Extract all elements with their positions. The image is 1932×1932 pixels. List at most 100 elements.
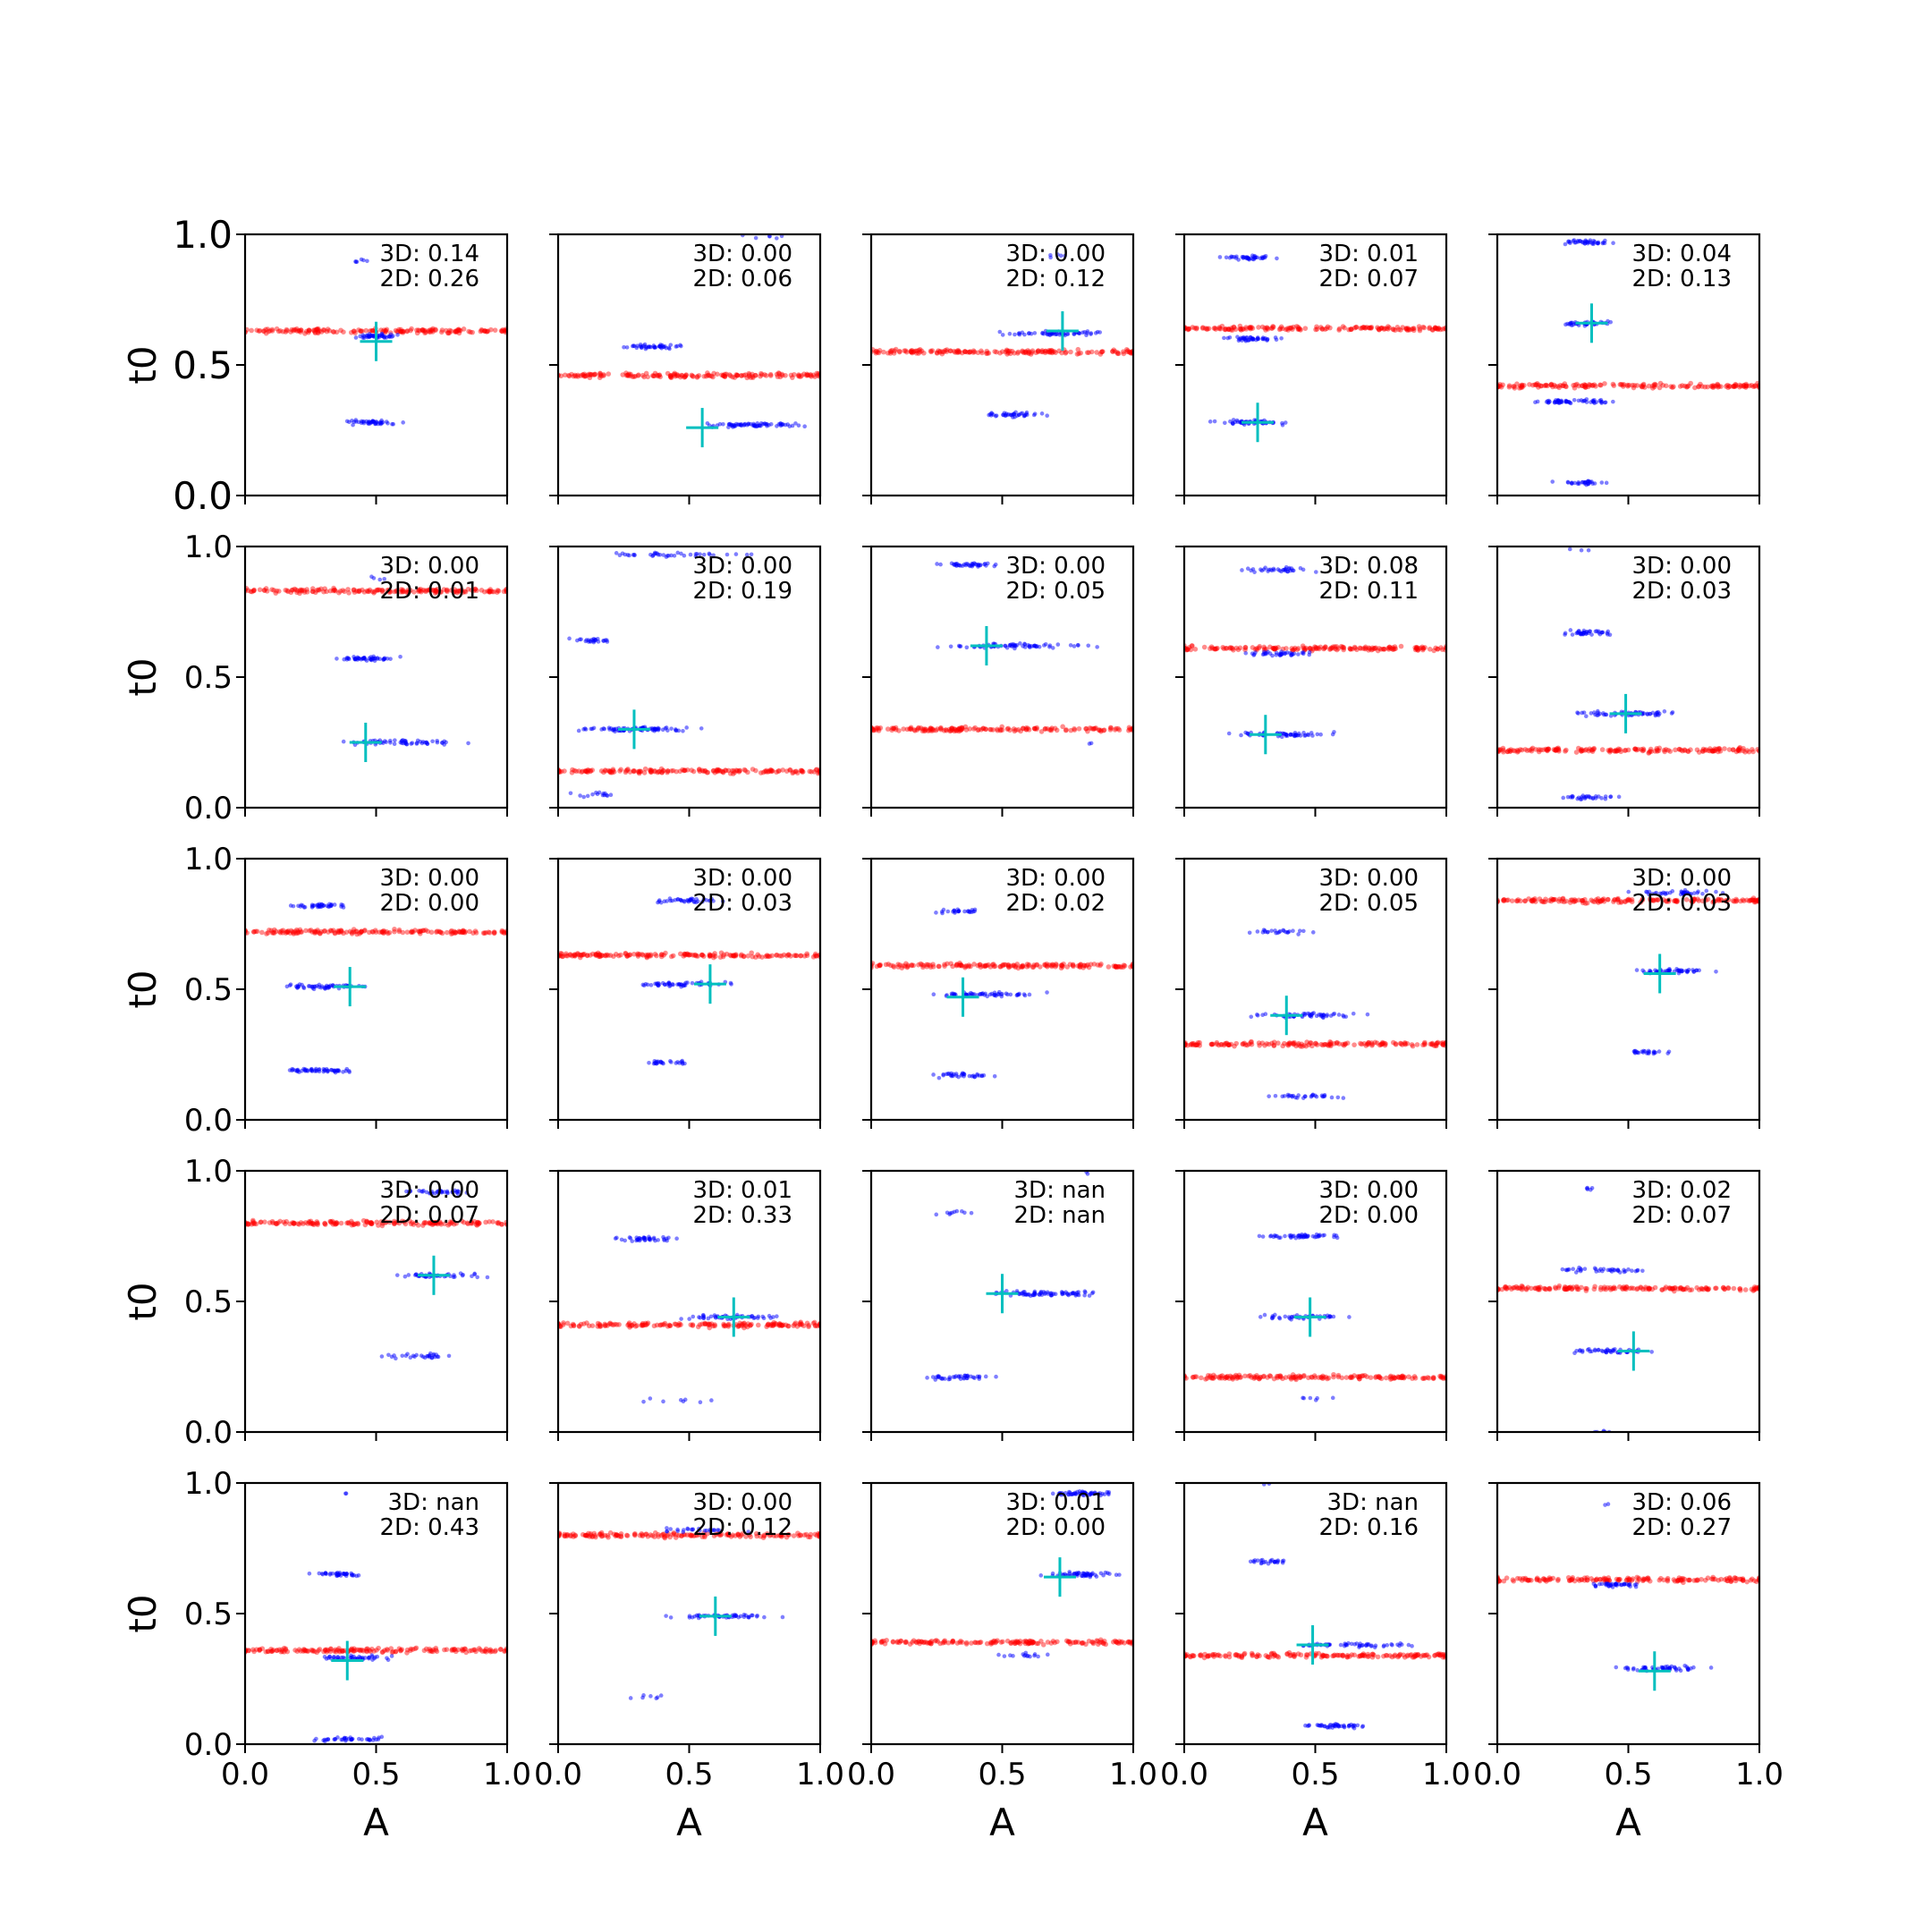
band-point [1597, 382, 1603, 388]
walker-point [342, 657, 347, 662]
walker-point [1283, 420, 1288, 425]
band-point [251, 1220, 257, 1225]
band-point [1026, 962, 1032, 968]
band-point [1287, 1040, 1292, 1046]
annotation-2d: 2D: 0.12 [1006, 266, 1106, 292]
band-point [753, 954, 758, 960]
band-point [348, 329, 354, 335]
walker-point [1597, 794, 1601, 799]
band-point [701, 373, 708, 379]
band-point [565, 372, 572, 378]
band-point [627, 373, 633, 378]
band-point [1591, 745, 1597, 751]
band-point [1657, 745, 1663, 751]
band-point [295, 928, 301, 934]
band-point [1531, 897, 1538, 903]
band-point [814, 953, 819, 959]
band-point [357, 588, 362, 594]
walker-point [351, 422, 355, 428]
band-point [951, 348, 957, 354]
band-point [266, 328, 272, 335]
walker-point [667, 346, 672, 352]
walker-point [1589, 711, 1594, 716]
band-point [1618, 381, 1624, 387]
band-point [959, 724, 964, 731]
band-point [1682, 748, 1688, 753]
y-tick-label: 0.0 [173, 474, 233, 518]
band-point [1314, 646, 1319, 652]
band-point [1248, 1039, 1254, 1046]
band-point [1381, 646, 1386, 652]
band-point [1691, 896, 1698, 902]
band-point [1661, 747, 1667, 753]
band-point [1254, 646, 1259, 651]
band-point [1125, 348, 1131, 353]
band-point [1715, 385, 1721, 390]
band-point [1307, 645, 1313, 651]
band-point [1360, 325, 1367, 330]
band-point [979, 348, 984, 354]
band-point [626, 953, 632, 958]
band-point [1560, 383, 1566, 389]
band-point [911, 962, 917, 969]
band-point [1382, 1042, 1388, 1048]
band-point [469, 587, 475, 593]
band-point [593, 952, 599, 957]
band-point [793, 953, 799, 959]
band-point [409, 326, 414, 332]
band-point [746, 372, 752, 377]
band-point [416, 588, 422, 593]
band-point [708, 373, 715, 379]
band-point [250, 1220, 256, 1226]
band-point [696, 767, 702, 773]
band-point [1045, 963, 1050, 970]
band-point [379, 1223, 386, 1229]
walker-point [1313, 1093, 1318, 1098]
band-point [1015, 351, 1021, 356]
band-point [1193, 1042, 1199, 1048]
band-point [1545, 748, 1550, 754]
band-point [748, 375, 754, 380]
band-point [1732, 899, 1737, 904]
walker-point [581, 727, 586, 732]
band-point [917, 349, 923, 355]
band-point [487, 589, 493, 595]
band-point [1556, 896, 1563, 902]
band-point [310, 1221, 317, 1226]
band-point [1223, 326, 1228, 333]
band-point [1241, 1040, 1248, 1046]
band-point [637, 768, 643, 775]
walker-point [404, 1189, 409, 1194]
walker-point [658, 900, 664, 905]
band-point [888, 349, 894, 355]
band-point [930, 964, 936, 970]
band-point [1321, 646, 1326, 652]
band-point [903, 349, 910, 355]
band-point [487, 589, 493, 595]
band-point [1385, 326, 1391, 332]
walker-point [665, 899, 669, 903]
band-point [576, 952, 582, 958]
band-point [758, 370, 764, 377]
band-point [1694, 747, 1700, 753]
band-point [952, 726, 957, 732]
band-point [971, 726, 977, 732]
band-point [270, 929, 276, 936]
plot-area [558, 896, 820, 1066]
band-point [733, 767, 740, 774]
band-point [1269, 326, 1275, 331]
band-point [1563, 383, 1569, 389]
walker-point [1302, 1012, 1308, 1016]
band-point [249, 1222, 255, 1227]
band-point [922, 726, 928, 732]
walker-point [1251, 653, 1257, 657]
band-point [631, 768, 637, 775]
band-point [582, 373, 589, 379]
band-point [881, 349, 886, 355]
walker-point [401, 741, 406, 746]
band-point [1033, 350, 1039, 356]
band-point [404, 328, 410, 335]
walker-point [1636, 1050, 1641, 1055]
band-point [396, 928, 402, 935]
band-point [877, 962, 883, 969]
